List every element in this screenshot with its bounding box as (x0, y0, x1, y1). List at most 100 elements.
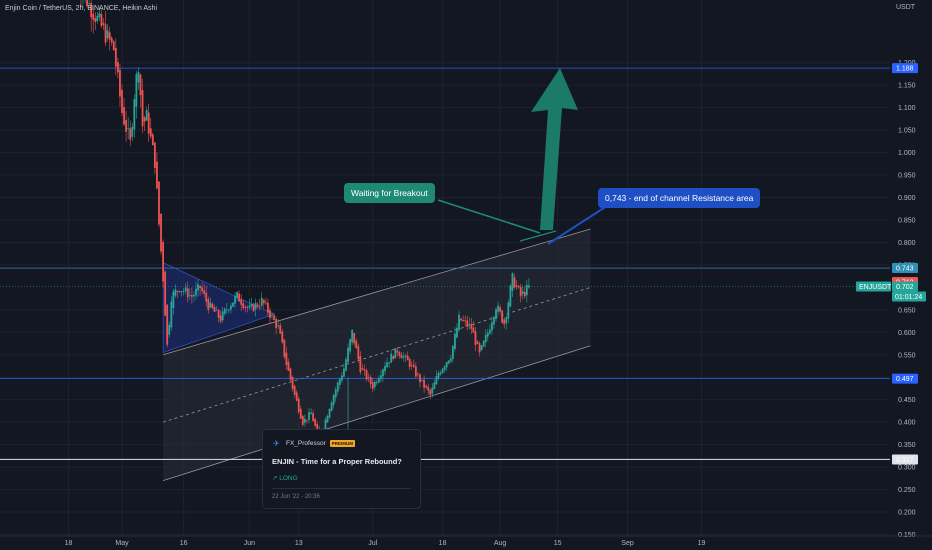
x-tick-label-0: 18 (65, 540, 73, 547)
candle-18 (112, 40, 115, 51)
candle-body-150 (384, 365, 386, 372)
y-tick-label-3: 1.050 (898, 128, 916, 135)
candle-body-67 (213, 306, 216, 312)
candle-43 (164, 270, 167, 316)
candle-49 (176, 290, 179, 299)
candle-165 (414, 362, 417, 379)
candle-38 (153, 142, 156, 174)
candle-body-124 (330, 402, 333, 412)
candle-body-73 (225, 309, 228, 311)
candle-99 (279, 322, 282, 335)
candle-body-121 (324, 419, 327, 431)
candle-202 (491, 316, 493, 336)
candle-body-159 (402, 356, 405, 358)
waiting-breakout-callout[interactable]: Waiting for Breakout (344, 183, 435, 203)
candle-64 (207, 296, 210, 314)
candle-78 (236, 291, 238, 302)
candle-body-176 (437, 372, 440, 379)
candle-body-18 (112, 41, 115, 51)
candle-9 (94, 12, 97, 30)
candle-body-23 (123, 107, 125, 125)
candle-body-211 (509, 285, 512, 307)
candle-body-32 (141, 90, 144, 127)
candle-body-79 (238, 293, 241, 302)
candle-164 (412, 359, 415, 369)
price-tag-bg-4 (892, 373, 918, 384)
countdown-tag-bg (892, 291, 926, 302)
candle-body-193 (472, 327, 475, 333)
candle-141 (365, 368, 368, 382)
candle-body-206 (499, 307, 502, 312)
candle-22 (121, 84, 123, 117)
author-name[interactable]: FX_Professor (286, 440, 326, 447)
x-tick-label-3: Jun (244, 540, 255, 547)
candle-body-195 (476, 341, 479, 344)
candle-23 (123, 98, 125, 127)
candle-body-160 (404, 355, 407, 357)
candle-109 (299, 405, 302, 420)
candle-body-105 (291, 376, 294, 389)
candle-body-115 (312, 413, 315, 422)
candle-body-194 (474, 331, 477, 345)
candle-50 (178, 290, 181, 294)
candle-body-29 (135, 74, 138, 107)
resistance-callout[interactable]: 0,743 - end of channel Resistance area (598, 188, 761, 208)
candle-body-33 (143, 117, 146, 122)
candle-body-39 (156, 161, 158, 189)
price-tag-bg-3 (892, 281, 918, 292)
breakout-arrow (531, 68, 578, 230)
candle-170 (425, 384, 428, 390)
candle-7 (90, 0, 93, 32)
candle-body-127 (336, 382, 339, 392)
y-tick-label-10: 0.650 (898, 307, 916, 314)
candle-body-149 (382, 369, 384, 377)
candle-body-22 (121, 89, 123, 113)
candle-body-163 (410, 364, 413, 366)
x-tick-label-1: May (115, 540, 129, 547)
candle-208 (503, 317, 506, 329)
candle-174 (433, 379, 436, 390)
candle-body-89 (258, 305, 261, 307)
idea-title[interactable]: ENJIN - Time for a Proper Rebound? (272, 457, 402, 466)
candle-115 (312, 410, 315, 422)
candle-body-94 (269, 310, 271, 319)
candle-133 (349, 338, 352, 355)
candle-body-8 (92, 13, 95, 20)
candle-183 (451, 345, 454, 363)
candle-107 (295, 389, 298, 402)
candle-200 (486, 328, 489, 342)
candle-186 (458, 310, 460, 332)
candle-body-170 (425, 385, 428, 388)
candle-body-45 (168, 324, 171, 335)
candle-66 (211, 302, 214, 310)
candle-body-21 (119, 69, 121, 97)
horizontal-levels (0, 67, 890, 461)
candle-body-58 (195, 288, 197, 296)
candle-210 (507, 299, 510, 324)
candle-body-81 (242, 303, 245, 309)
candle-166 (417, 371, 419, 378)
candle-body-180 (445, 362, 448, 368)
author-avatar-icon: ✈ (273, 439, 280, 448)
candle-body-134 (351, 329, 354, 343)
candle-body-15 (106, 30, 109, 39)
candle-body-131 (345, 359, 347, 371)
candle-body-204 (495, 309, 497, 319)
candle-21 (119, 63, 121, 108)
currency-label: USDT (896, 4, 916, 11)
symbol-title: Enjin Coin / TetherUS, 2h, BINANCE, Heik… (5, 5, 157, 12)
long-arrow-icon: ↗ (272, 475, 278, 482)
candle-body-28 (133, 99, 136, 130)
candle-167 (419, 372, 421, 388)
candle-131 (345, 356, 347, 372)
candle-51 (180, 290, 183, 297)
candle-body-83 (246, 306, 249, 308)
idea-card[interactable]: ✈ FX_Professor PREMIUM ENJIN - Time for … (262, 429, 421, 509)
candlestick-series (80, 0, 530, 463)
candle-36 (149, 118, 152, 140)
candle-body-106 (293, 385, 296, 395)
candle-body-117 (316, 424, 319, 431)
candle-189 (464, 315, 467, 327)
candle-157 (398, 350, 401, 359)
